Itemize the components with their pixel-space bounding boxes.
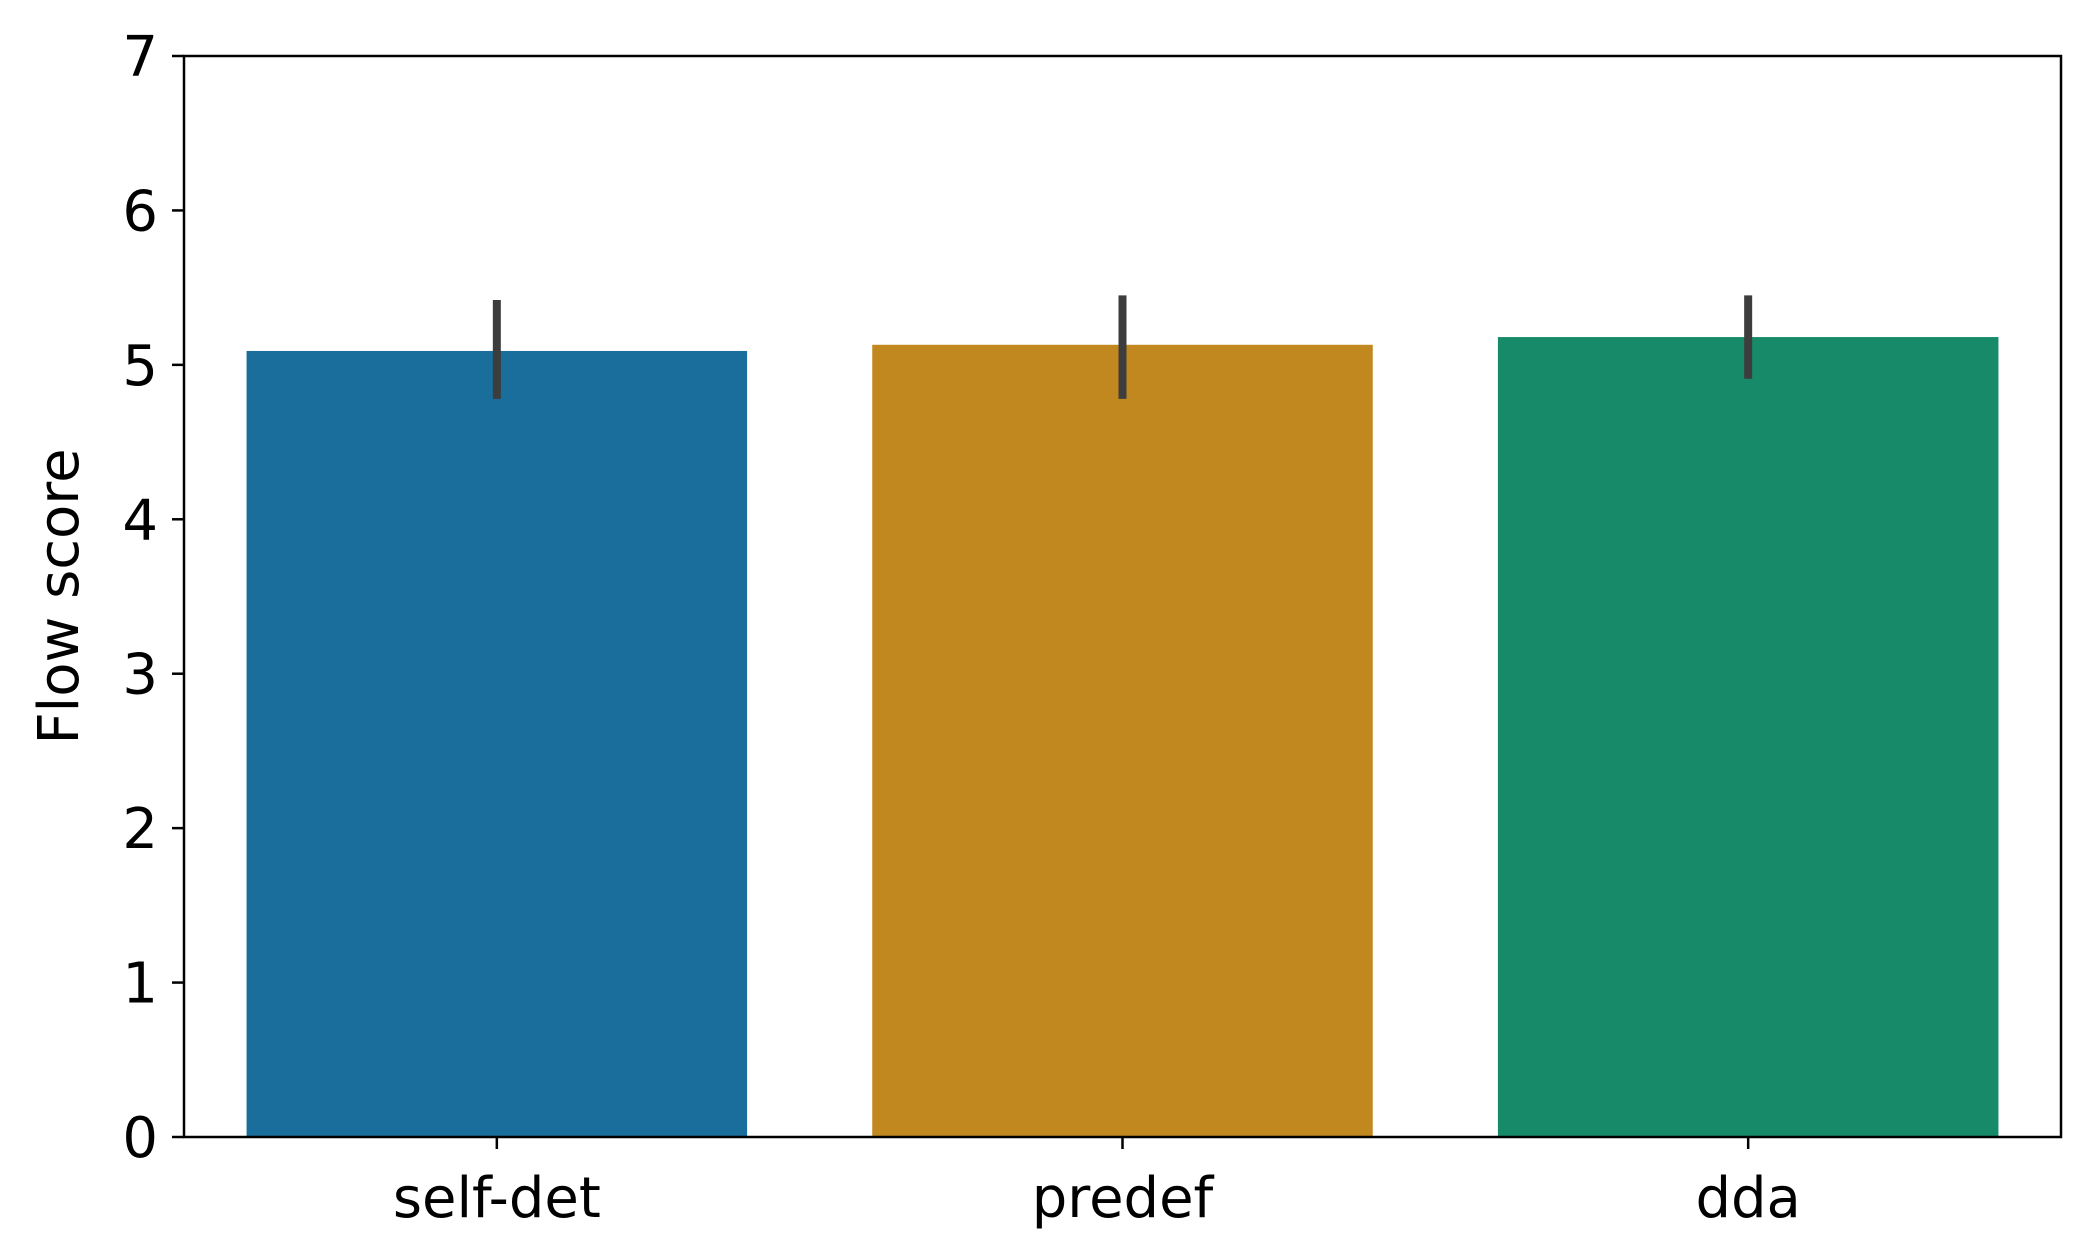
x-tick-label-dda: dda (1695, 1166, 1800, 1231)
bar-self-det (246, 350, 748, 1137)
y-tick-label-2: 2 (122, 797, 158, 862)
plot-frame (182, 54, 2063, 1139)
labels-layer: self-det predef dda 0 1 2 3 4 5 6 7 (122, 25, 1801, 1231)
bar-dda (1497, 337, 1999, 1137)
x-tick-label-predef: predef (1032, 1166, 1215, 1231)
x-tick-label-self-det: self-det (393, 1166, 601, 1231)
y-axis-label: Flow score (27, 448, 92, 744)
bars-layer (246, 337, 1999, 1137)
bar-predef (872, 344, 1373, 1137)
axes-layer (172, 54, 2063, 1149)
y-tick-label-6: 6 (122, 179, 158, 244)
y-tick-label-0: 0 (122, 1106, 158, 1171)
error-bars-layer (492, 295, 1753, 399)
y-tick-label-4: 4 (122, 488, 158, 553)
y-tick-label-1: 1 (122, 952, 158, 1017)
y-tick-label-3: 3 (122, 643, 158, 708)
y-tick-label-7: 7 (122, 25, 158, 90)
y-tick-label-5: 5 (122, 334, 158, 399)
